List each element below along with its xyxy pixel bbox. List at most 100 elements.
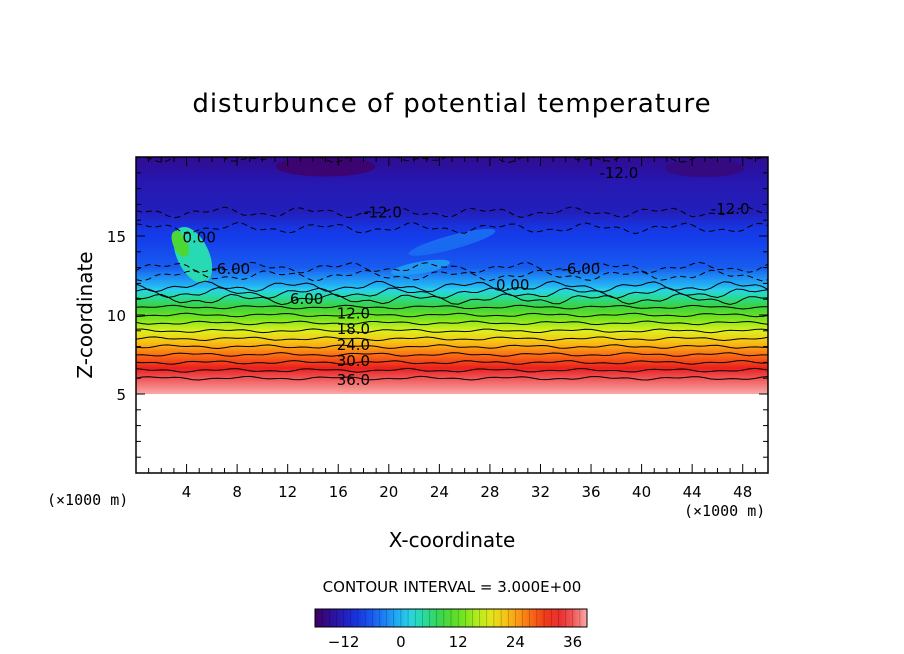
color-band [136, 383, 768, 387]
color-band [136, 358, 768, 361]
x-tick-label: 28 [480, 483, 499, 501]
contour-line [136, 367, 768, 373]
color-band [136, 348, 768, 351]
wave-feature [408, 228, 496, 256]
chart-title: disturbunce of potential temperature [192, 89, 711, 119]
color-band [136, 172, 768, 176]
x-tick-label: 44 [683, 483, 702, 501]
color-band [136, 316, 768, 320]
contour-line [136, 206, 768, 219]
color-band [136, 208, 768, 211]
contour-label: 36.0 [337, 371, 370, 389]
contour-label: -12.0 [711, 200, 750, 218]
color-band [136, 314, 768, 318]
x-tick-label: 4 [182, 483, 192, 501]
color-band [136, 267, 768, 270]
x-unit-label-right: (×1000 m) [684, 502, 765, 520]
color-band [136, 350, 768, 353]
colorbar-tick-label: 0 [396, 633, 406, 651]
colorbar-ticks: −12 0 12 24 36 [328, 633, 582, 651]
x-tick-label: 32 [531, 483, 550, 501]
color-band [136, 166, 768, 170]
color-band [136, 308, 768, 312]
color-band [136, 255, 768, 259]
color-band [136, 381, 768, 385]
contour-line [136, 286, 768, 299]
z-tick-label: 10 [107, 307, 126, 325]
color-band [136, 385, 768, 389]
x-tick-label: 36 [581, 483, 600, 501]
cold-core-top-right [664, 159, 745, 178]
z-axis-ticks: 5 10 15 [107, 172, 768, 458]
color-band [136, 259, 768, 262]
contour-line [136, 336, 768, 342]
contour-line [136, 352, 768, 357]
x-tick-label: 20 [379, 483, 398, 501]
color-band [136, 180, 768, 183]
color-band [136, 360, 768, 363]
x-axis-label: X-coordinate [389, 528, 516, 552]
color-band [136, 275, 768, 278]
color-band [136, 332, 768, 336]
color-band [136, 192, 768, 195]
color-band [136, 389, 768, 393]
color-band [136, 227, 768, 231]
color-band [136, 215, 768, 219]
contour-line [136, 375, 768, 381]
contour-line [136, 293, 768, 306]
contour-label: 18.0 [337, 320, 370, 338]
contour-line [136, 304, 768, 310]
contour-labels: -12.0 -12.0 -12.0 0.00 -6.00 -6.00 0.00 6.00 12.… [182, 164, 749, 389]
color-band [136, 296, 768, 300]
contour-line [136, 359, 768, 365]
color-band [136, 285, 768, 288]
color-band [136, 196, 768, 199]
x-tick-label: 40 [632, 483, 651, 501]
contour-line [136, 280, 768, 293]
color-band [136, 344, 768, 347]
z-tick-label: 5 [116, 386, 126, 404]
contour-label: 24.0 [337, 336, 370, 354]
color-band [136, 178, 768, 181]
contour-line [136, 320, 768, 326]
colorbar-tick-label: −12 [328, 633, 360, 651]
color-band [136, 229, 768, 233]
color-band [136, 298, 768, 302]
color-band [136, 174, 768, 178]
color-band [136, 283, 768, 286]
color-band [136, 320, 768, 324]
color-band [136, 223, 768, 227]
x-tick-label: 24 [430, 483, 449, 501]
color-band [136, 213, 768, 217]
color-band [136, 251, 768, 255]
x-unit-label-left: (×1000 m) [47, 491, 128, 509]
color-band [136, 387, 768, 391]
color-band [136, 377, 768, 381]
color-band [136, 219, 768, 223]
color-band [136, 263, 768, 266]
color-band [136, 168, 768, 172]
color-band [136, 356, 768, 359]
x-tick-label: 12 [278, 483, 297, 501]
color-band [136, 200, 768, 203]
x-tick-label: 48 [733, 483, 752, 501]
color-band [136, 324, 768, 328]
color-band [136, 210, 768, 213]
color-band [136, 330, 768, 334]
contour-line [136, 222, 768, 235]
color-band [136, 164, 768, 168]
contour-lines [136, 157, 768, 381]
x-tick-label: 16 [329, 483, 348, 501]
color-band [136, 279, 768, 282]
terrain-mask [136, 394, 768, 473]
color-band [136, 206, 768, 209]
color-band [136, 336, 768, 339]
contour-interval-text: CONTOUR INTERVAL = 3.000E+00 [323, 578, 582, 596]
x-tick-label: 8 [232, 483, 242, 501]
color-band [136, 328, 768, 332]
contour-line [136, 261, 768, 274]
colorbar: −12 0 12 24 36 [314, 608, 588, 651]
contour-line [136, 328, 768, 334]
color-band [136, 204, 768, 207]
x-axis-ticks: 4 8 12 16 20 24 28 32 36 40 44 48 [148, 157, 756, 501]
